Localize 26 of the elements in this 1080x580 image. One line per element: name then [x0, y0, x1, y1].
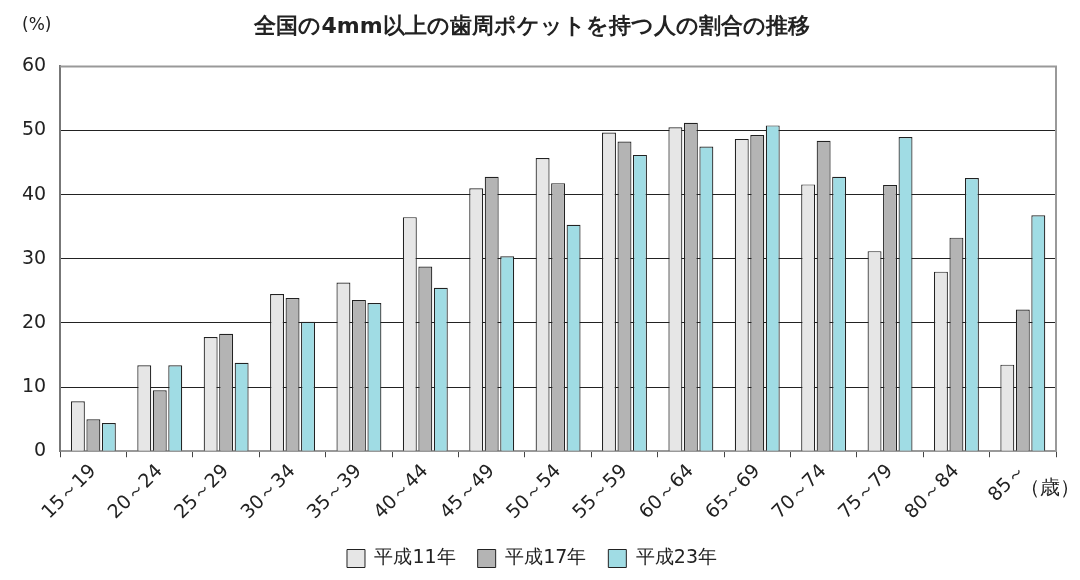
y-tick-label: 20: [21, 309, 47, 332]
chart-title: 全国の4mm以上の歯周ポケットを持つ人の割合の推移: [253, 12, 810, 38]
y-axis-title: (%): [22, 14, 52, 34]
x-tick-label: 35～39: [302, 459, 366, 523]
x-tick-label: 15～19: [36, 459, 100, 523]
y-tick-label: 0: [34, 438, 47, 461]
x-tick-label: 45～49: [434, 459, 499, 523]
legend-label: 平成17年: [505, 545, 587, 568]
x-tick-label: 60～64: [634, 459, 698, 523]
y-tick-label: 50: [21, 117, 47, 140]
x-tick-label: 20～24: [102, 459, 167, 523]
x-tick-label: 65～69: [700, 459, 764, 523]
x-tick-label: 30～34: [235, 459, 299, 523]
y-tick-label: 10: [21, 374, 47, 397]
x-tick-label: 80～84: [899, 459, 963, 523]
y-tick-label: 40: [21, 181, 47, 204]
y-tick-label: 30: [21, 245, 47, 268]
y-tick-label: 60: [21, 53, 47, 76]
x-tick-label: 25～29: [169, 459, 233, 523]
x-tick-label: 40～44: [368, 459, 432, 523]
x-tick-label: 75～79: [833, 459, 897, 523]
legend-label: 平成11年: [374, 545, 456, 568]
x-tick-label: 70～74: [766, 459, 830, 523]
x-tick-label: 55～59: [567, 459, 631, 523]
legend-label: 平成23年: [635, 545, 718, 568]
x-tick-label: 50～54: [501, 459, 565, 523]
